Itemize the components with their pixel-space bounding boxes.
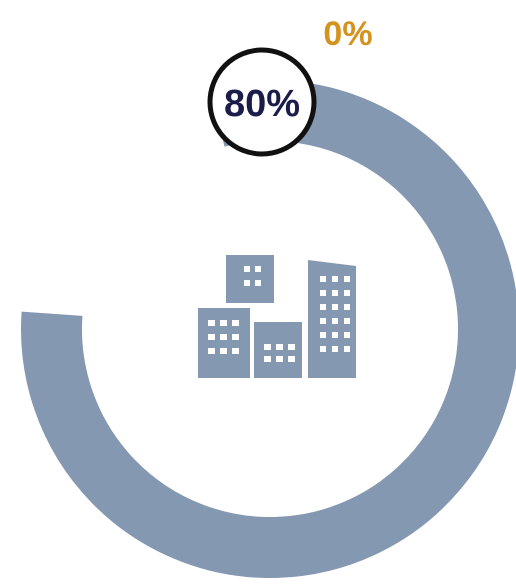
marker-circle xyxy=(207,47,317,157)
current-value-marker: 80% xyxy=(207,47,317,157)
buildings-icon xyxy=(198,255,356,378)
progress-ring-arc xyxy=(21,80,516,578)
start-label: 0% xyxy=(323,15,372,53)
current-value-label: 80% xyxy=(224,83,300,125)
